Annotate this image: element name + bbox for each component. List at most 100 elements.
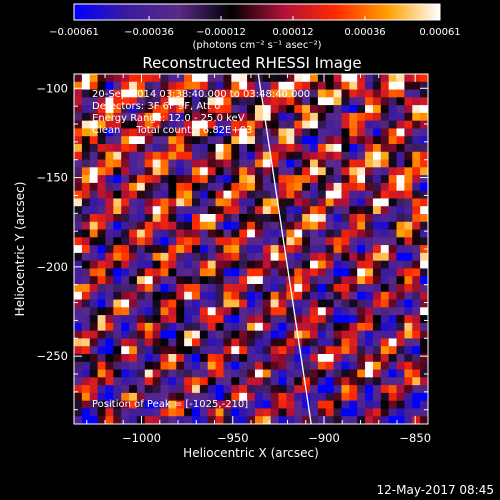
heatmap-cell — [270, 268, 280, 277]
heatmap-cell — [74, 144, 83, 153]
heatmap-cell — [129, 136, 138, 145]
heatmap-cell — [74, 307, 83, 316]
heatmap-cell — [317, 385, 327, 394]
heatmap-cell — [396, 175, 405, 184]
heatmap-cell — [160, 416, 169, 424]
heatmap-cell — [129, 89, 138, 98]
heatmap-cell — [317, 167, 327, 176]
heatmap-cell — [136, 354, 146, 363]
heatmap-cell — [113, 190, 122, 200]
heatmap-cell — [89, 338, 99, 347]
heatmap-cell — [144, 159, 154, 168]
heatmap-cell — [404, 416, 413, 424]
heatmap-cell — [380, 97, 390, 106]
heatmap-cell — [192, 175, 201, 184]
heatmap-cell — [97, 167, 107, 176]
heatmap-cell — [365, 190, 374, 200]
heatmap-cell — [215, 144, 225, 153]
heatmap-cell — [199, 416, 209, 424]
heatmap-cell — [404, 198, 413, 207]
heatmap-cell — [81, 97, 91, 106]
heatmap-cell — [121, 284, 130, 293]
heatmap-cell — [254, 330, 264, 340]
heatmap-cell — [239, 377, 248, 386]
heatmap-cell — [121, 136, 130, 145]
heatmap-cell — [325, 252, 335, 262]
heatmap-cell — [349, 151, 358, 161]
heatmap-cell — [341, 175, 350, 184]
heatmap-cell — [388, 307, 398, 316]
heatmap-cell — [317, 338, 327, 347]
heatmap-cell — [192, 159, 201, 168]
heatmap-cell — [192, 284, 201, 293]
heatmap-cell — [396, 221, 405, 231]
heatmap-cell — [81, 144, 91, 153]
heatmap-cell — [325, 338, 335, 347]
heatmap-cell — [349, 361, 358, 371]
heatmap-cell — [89, 159, 99, 168]
heatmap-cell — [388, 97, 398, 106]
heatmap-cell — [310, 245, 319, 254]
heatmap-cell — [325, 307, 335, 316]
heatmap-cell — [412, 315, 421, 324]
heatmap-cell — [176, 128, 185, 137]
heatmap-cell — [223, 416, 232, 424]
heatmap-cell — [121, 175, 130, 184]
heatmap-cell — [380, 260, 390, 270]
heatmap-cell — [129, 175, 138, 184]
heatmap-cell — [184, 128, 193, 137]
heatmap-cell — [372, 315, 382, 324]
heatmap-cell — [160, 97, 169, 106]
heatmap-cell — [144, 182, 154, 192]
heatmap-cell — [254, 408, 264, 417]
heatmap-cell — [223, 392, 232, 402]
heatmap-cell — [341, 322, 350, 332]
heatmap-cell — [325, 408, 335, 417]
heatmap-cell — [239, 268, 248, 277]
heatmap-cell — [239, 276, 248, 285]
heatmap-cell — [113, 252, 122, 262]
heatmap-cell — [333, 369, 343, 378]
heatmap-cell — [286, 299, 295, 308]
heatmap-cell — [136, 408, 146, 417]
heatmap-cell — [404, 276, 413, 285]
heatmap-cell — [302, 330, 311, 340]
heatmap-cell — [286, 159, 295, 168]
heatmap-cell — [396, 237, 405, 246]
heatmap-cell — [247, 400, 256, 410]
heatmap-cell — [144, 97, 154, 106]
heatmap-cell — [97, 151, 107, 161]
heatmap-cell — [349, 400, 358, 410]
heatmap-cell — [278, 81, 287, 91]
heatmap-cell — [365, 299, 374, 308]
heatmap-cell — [239, 237, 248, 246]
heatmap-cell — [317, 291, 327, 301]
heatmap-cell — [365, 408, 374, 417]
heatmap-cell — [365, 221, 374, 231]
heatmap-cell — [121, 252, 130, 262]
heatmap-cell — [144, 120, 154, 130]
colorbar-tick-label: −0.00036 — [124, 27, 174, 38]
heatmap-cell — [380, 416, 390, 424]
heatmap-cell — [207, 377, 217, 386]
heatmap-cell — [192, 81, 201, 91]
heatmap-cell — [372, 307, 382, 316]
heatmap-cell — [129, 120, 138, 130]
heatmap-cell — [215, 307, 225, 316]
heatmap-cell — [310, 416, 319, 424]
heatmap-cell — [325, 400, 335, 410]
heatmap-cell — [176, 260, 185, 270]
heatmap-cell — [168, 307, 177, 316]
heatmap-cell — [231, 307, 240, 316]
heatmap-cell — [396, 229, 405, 238]
heatmap-cell — [372, 354, 382, 363]
heatmap-cell — [404, 361, 413, 371]
heatmap-cell — [333, 338, 343, 347]
heatmap-cell — [113, 159, 122, 168]
heatmap-cell — [113, 307, 122, 316]
heatmap-cell — [412, 346, 421, 355]
heatmap-cell — [239, 190, 248, 200]
heatmap-cell — [89, 392, 99, 402]
heatmap-cell — [74, 252, 83, 262]
heatmap-cell — [247, 408, 256, 417]
